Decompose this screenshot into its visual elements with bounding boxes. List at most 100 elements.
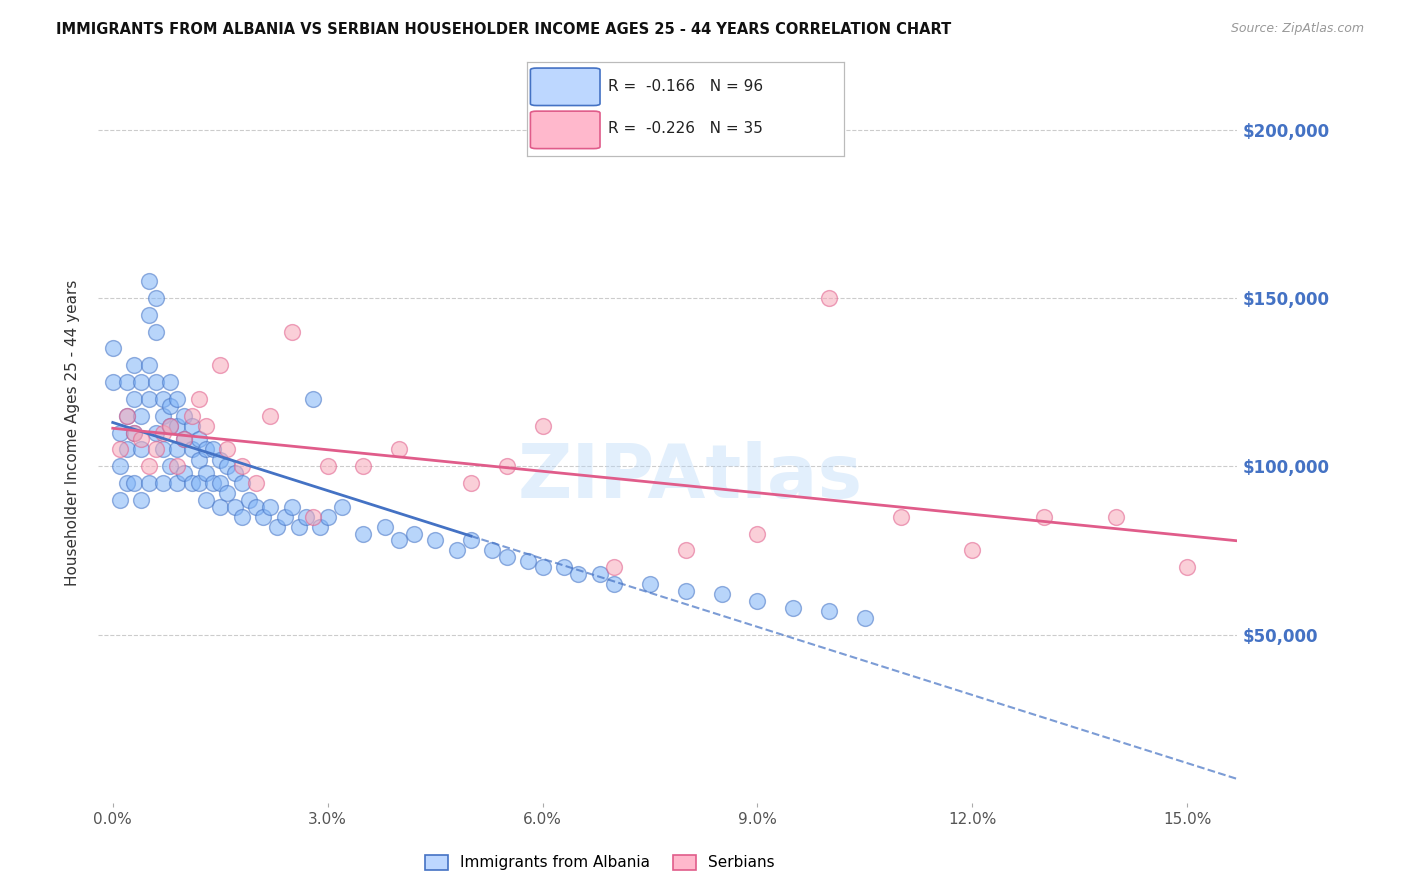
Point (187, 433, 209, 447)
Point (159, 399, 181, 413)
FancyBboxPatch shape (530, 68, 600, 105)
Point (388, 533, 411, 548)
Point (187, 392, 209, 406)
Point (245, 476, 267, 491)
Point (330, 500, 353, 514)
Point (145, 375, 167, 389)
Point (138, 392, 160, 406)
Point (302, 392, 325, 406)
Point (166, 418, 188, 433)
Point (145, 425, 167, 440)
Point (122, 476, 145, 491)
Point (603, 560, 626, 574)
Point (747, 526, 769, 541)
Text: R =  -0.166   N = 96: R = -0.166 N = 96 (607, 78, 763, 94)
Point (194, 492, 217, 507)
Point (460, 476, 482, 491)
Point (180, 476, 202, 491)
Legend: Immigrants from Albania, Serbians: Immigrants from Albania, Serbians (419, 848, 780, 877)
Point (122, 425, 145, 440)
Point (245, 500, 267, 514)
Point (675, 583, 697, 598)
Point (231, 509, 253, 524)
Point (638, 577, 661, 591)
Point (567, 566, 589, 581)
FancyBboxPatch shape (530, 112, 600, 149)
Point (101, 342, 124, 356)
Point (352, 526, 374, 541)
Point (152, 409, 174, 423)
Point (259, 500, 281, 514)
Point (187, 476, 209, 491)
Point (217, 442, 239, 457)
Point (238, 492, 260, 507)
Point (1175, 560, 1198, 574)
Point (131, 433, 153, 447)
Point (138, 359, 160, 373)
Point (122, 392, 145, 406)
Point (818, 291, 841, 305)
Point (962, 543, 984, 558)
Point (194, 466, 217, 480)
Point (231, 476, 253, 491)
Point (202, 442, 225, 457)
Point (295, 509, 318, 524)
Point (180, 442, 202, 457)
Point (818, 604, 841, 618)
Point (115, 409, 138, 423)
Point (531, 418, 554, 433)
Point (517, 553, 540, 567)
Point (131, 409, 153, 423)
Point (553, 560, 575, 574)
Point (446, 543, 468, 558)
Point (495, 550, 517, 565)
Point (159, 418, 181, 433)
Point (180, 418, 202, 433)
Point (209, 359, 232, 373)
Point (316, 459, 339, 474)
Text: IMMIGRANTS FROM ALBANIA VS SERBIAN HOUSEHOLDER INCOME AGES 25 - 44 YEARS CORRELA: IMMIGRANTS FROM ALBANIA VS SERBIAN HOUSE… (56, 22, 952, 37)
Point (152, 425, 174, 440)
Point (266, 520, 288, 534)
Point (108, 492, 131, 507)
Text: R =  -0.226   N = 35: R = -0.226 N = 35 (607, 121, 763, 136)
Point (531, 560, 554, 574)
Point (603, 577, 626, 591)
Point (166, 459, 188, 474)
Point (187, 452, 209, 467)
Point (159, 459, 181, 474)
Point (173, 433, 195, 447)
Point (589, 566, 612, 581)
Point (122, 359, 145, 373)
Point (747, 594, 769, 608)
Point (782, 600, 804, 615)
Point (159, 375, 181, 389)
Point (138, 476, 160, 491)
Point (194, 418, 217, 433)
Point (180, 409, 202, 423)
Point (481, 543, 503, 558)
Point (131, 375, 153, 389)
Point (138, 308, 160, 322)
Point (173, 466, 195, 480)
Point (152, 392, 174, 406)
Point (173, 409, 195, 423)
Point (273, 509, 295, 524)
Point (159, 418, 181, 433)
Point (495, 459, 517, 474)
Point (131, 442, 153, 457)
Point (352, 459, 374, 474)
Point (115, 409, 138, 423)
Point (122, 425, 145, 440)
Point (259, 409, 281, 423)
Point (423, 533, 446, 548)
Point (166, 442, 188, 457)
Point (131, 492, 153, 507)
Point (281, 500, 304, 514)
Point (853, 610, 876, 624)
Text: ZIPAtlas: ZIPAtlas (517, 441, 863, 514)
Point (309, 520, 332, 534)
Point (101, 375, 124, 389)
Point (209, 452, 232, 467)
Point (152, 476, 174, 491)
